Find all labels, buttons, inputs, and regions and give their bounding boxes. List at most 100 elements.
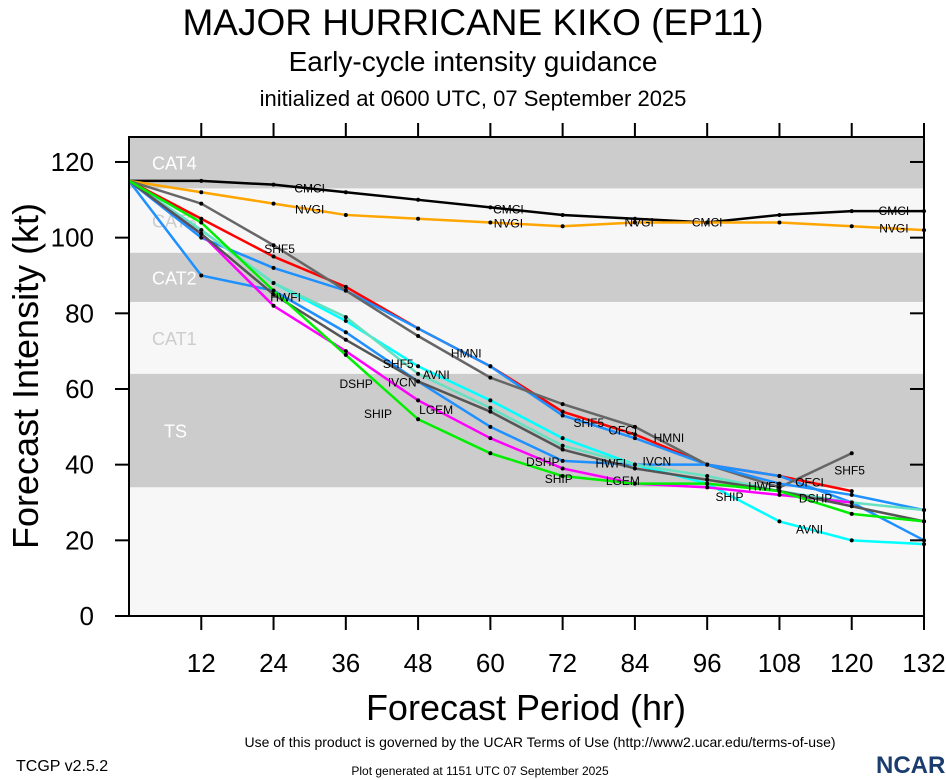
band-label: TS <box>164 422 187 442</box>
series-label: HMNI <box>654 431 685 445</box>
data-point <box>849 504 854 509</box>
data-point <box>560 212 565 217</box>
data-point <box>560 409 565 414</box>
y-tick-label: 0 <box>80 601 94 631</box>
data-point <box>777 212 782 217</box>
data-point <box>199 228 204 233</box>
data-point <box>416 371 421 376</box>
x-tick-label: 72 <box>548 648 577 678</box>
data-point <box>271 292 276 297</box>
data-point <box>343 190 348 195</box>
labels-hwfi: HWFI HWFI HWFI <box>270 291 779 494</box>
data-point <box>488 409 493 414</box>
data-point <box>199 273 204 278</box>
data-point <box>777 481 782 486</box>
x-axis-label: Forecast Period (hr) <box>366 687 686 728</box>
data-point <box>199 220 204 225</box>
data-point <box>488 424 493 429</box>
data-point <box>849 500 854 505</box>
data-point <box>777 474 782 479</box>
chart-subtitle: Early-cycle intensity guidance <box>288 46 658 77</box>
series-label: DSHP <box>799 492 832 506</box>
series-label: SHIP <box>364 407 392 421</box>
y-tick-label: 60 <box>65 374 94 404</box>
series-label: SHF5 <box>383 357 414 371</box>
labels-nvgi: NVGI NVGI NVGI NVGI <box>295 202 909 235</box>
series-label: OFCI <box>609 424 638 438</box>
series-line <box>128 180 925 512</box>
data-point <box>199 201 204 206</box>
chart-title: MAJOR HURRICANE KIKO (EP11) <box>182 2 764 43</box>
series-label: HWFI <box>748 479 779 493</box>
data-point <box>343 330 348 335</box>
data-point <box>777 485 782 490</box>
data-point <box>849 538 854 543</box>
data-point <box>849 489 854 494</box>
data-point <box>343 318 348 323</box>
series-label: CMCI <box>879 204 910 218</box>
data-point <box>560 402 565 407</box>
data-point <box>199 216 204 221</box>
data-point <box>416 398 421 403</box>
data-point <box>416 417 421 422</box>
series-label: CMCI <box>294 181 325 195</box>
x-tick-label: 12 <box>187 648 216 678</box>
data-point <box>199 178 204 183</box>
data-point <box>849 511 854 516</box>
y-tick-label: 80 <box>65 298 94 328</box>
data-point <box>271 303 276 308</box>
data-point <box>416 326 421 331</box>
labels-ship: SHIP SHIP SHIP <box>364 407 743 504</box>
data-point <box>271 281 276 286</box>
data-point <box>632 220 637 225</box>
data-point <box>271 254 276 259</box>
x-tick-label: 48 <box>404 648 433 678</box>
data-point <box>560 458 565 463</box>
y-tick-label: 40 <box>65 450 94 480</box>
data-point <box>488 364 493 369</box>
band-label: CAT4 <box>152 154 197 174</box>
x-tick-label: 120 <box>830 648 873 678</box>
series-label: DSHP <box>526 455 559 469</box>
data-point <box>488 405 493 410</box>
series-label: LGEM <box>419 403 453 417</box>
series-nvgi <box>128 179 926 233</box>
series-label: NVGI <box>625 216 654 230</box>
data-point <box>849 492 854 497</box>
data-point <box>560 224 565 229</box>
data-point <box>199 235 204 240</box>
data-point <box>343 349 348 354</box>
data-point <box>560 466 565 471</box>
series-label: OFCI <box>795 475 824 489</box>
generated-time: Plot generated at 1151 UTC 07 September … <box>351 764 609 778</box>
series-label: SHF5 <box>834 463 865 477</box>
data-point <box>632 462 637 467</box>
series-ship <box>128 179 926 524</box>
data-point <box>632 436 637 441</box>
labels-ivcn: IVCN IVCN <box>388 375 671 468</box>
x-tick-label: 96 <box>693 648 722 678</box>
data-point <box>488 436 493 441</box>
data-point <box>416 197 421 202</box>
data-point <box>343 288 348 293</box>
band-cat1 <box>129 301 924 374</box>
band-cat2 <box>129 252 924 302</box>
x-tick-label: 108 <box>758 648 801 678</box>
data-point <box>849 451 854 456</box>
labels-cmci: CMCI CMCI CMCI CMCI <box>294 181 910 229</box>
data-point <box>488 220 493 225</box>
y-tick-label: 20 <box>65 525 94 555</box>
labels-dshp: DSHP DSHP DSHP <box>339 377 832 506</box>
data-point <box>705 477 710 482</box>
series-label: HWFI <box>595 456 626 470</box>
terms-of-use: Use of this product is governed by the U… <box>244 734 836 750</box>
data-point <box>777 489 782 494</box>
data-point <box>416 379 421 384</box>
data-point <box>271 243 276 248</box>
series-line <box>128 179 925 523</box>
data-point <box>560 436 565 441</box>
labels-ofci: OFCI OFCI <box>609 424 824 490</box>
data-point <box>777 519 782 524</box>
data-point <box>849 224 854 229</box>
